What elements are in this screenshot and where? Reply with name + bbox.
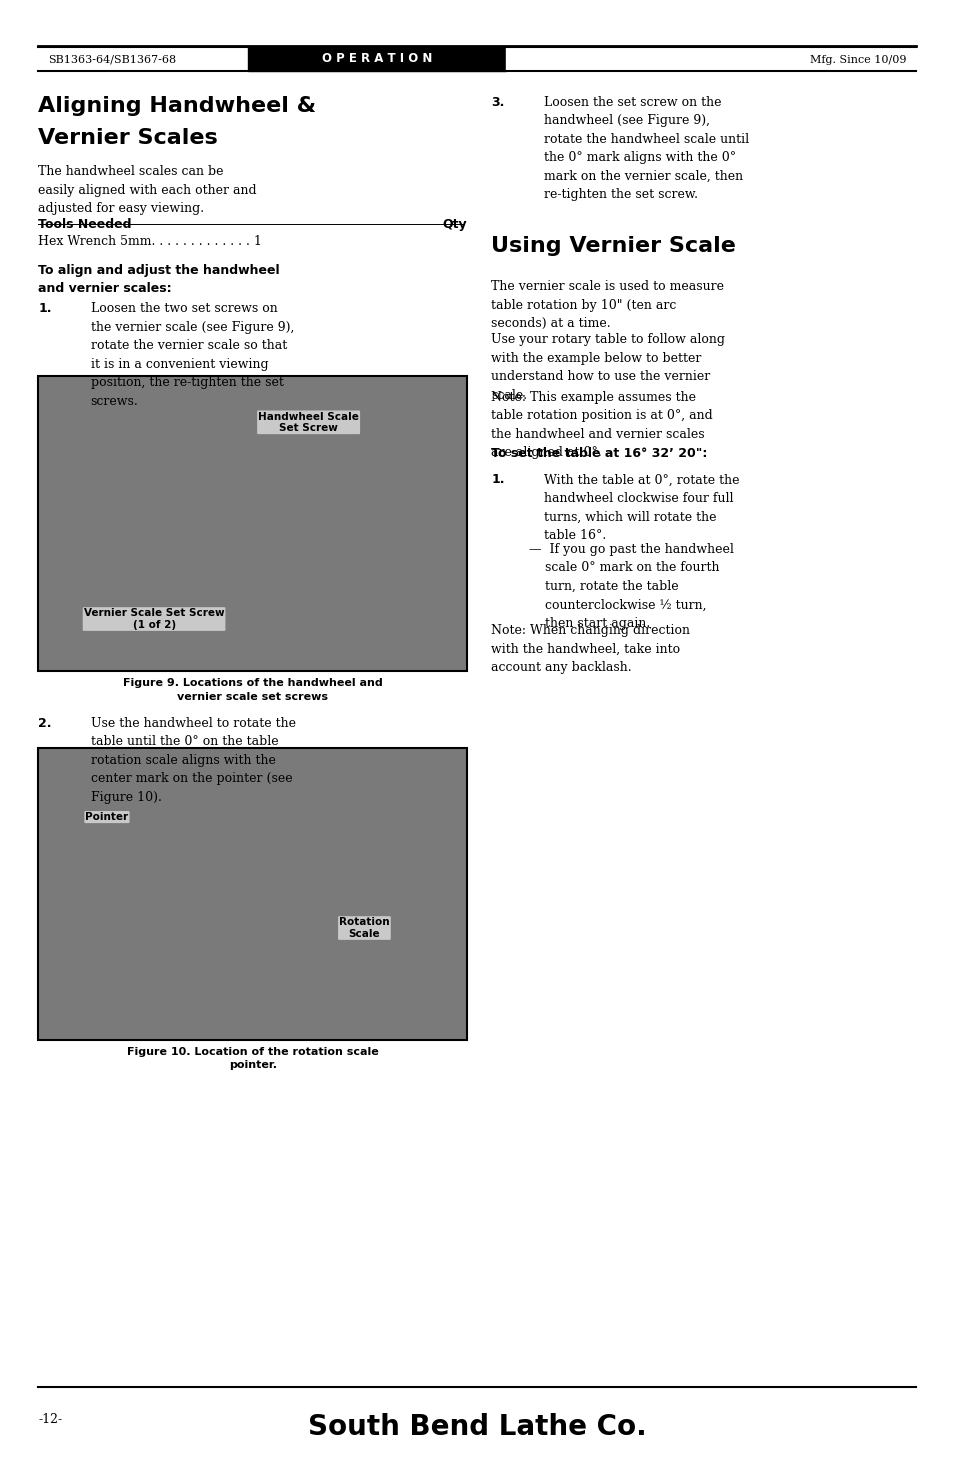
Text: With the table at 0°, rotate the
handwheel clockwise four full
turns, which will: With the table at 0°, rotate the handwhe… (543, 473, 739, 541)
Text: 1.: 1. (491, 473, 504, 487)
Text: Figure 10. Location of the rotation scale
pointer.: Figure 10. Location of the rotation scal… (127, 1047, 378, 1071)
Text: Vernier Scales: Vernier Scales (38, 128, 217, 149)
Text: To align and adjust the handwheel
and vernier scales:: To align and adjust the handwheel and ve… (38, 264, 279, 295)
Text: —  If you go past the handwheel
    scale 0° mark on the fourth
    turn, rotate: — If you go past the handwheel scale 0° … (529, 543, 734, 630)
Text: 2.: 2. (38, 717, 51, 730)
Text: 3.: 3. (491, 96, 504, 109)
Text: Qty: Qty (442, 218, 467, 232)
Bar (38, 376, 467, 671)
Text: Handwheel Scale
Set Screw: Handwheel Scale Set Screw (258, 412, 358, 434)
Text: Hex Wrench 5mm. . . . . . . . . . . . . 1: Hex Wrench 5mm. . . . . . . . . . . . . … (38, 235, 262, 248)
Text: 1.: 1. (38, 302, 51, 316)
Text: Vernier Scale Set Screw
(1 of 2): Vernier Scale Set Screw (1 of 2) (84, 608, 224, 630)
Text: Note: When changing direction
with the handwheel, take into
account any backlash: Note: When changing direction with the h… (491, 624, 690, 674)
Text: Figure 9. Locations of the handwheel and
vernier scale set screws: Figure 9. Locations of the handwheel and… (123, 678, 382, 702)
Text: Use your rotary table to follow along
with the example below to better
understan: Use your rotary table to follow along wi… (491, 333, 724, 401)
Text: Pointer: Pointer (86, 813, 129, 822)
Text: Loosen the set screw on the
handwheel (see Figure 9),
rotate the handwheel scale: Loosen the set screw on the handwheel (s… (543, 96, 748, 202)
Text: O P E R A T I O N: O P E R A T I O N (321, 52, 432, 65)
Bar (38, 748, 467, 1040)
Text: To set the table at 16° 32’ 20":: To set the table at 16° 32’ 20": (491, 447, 707, 460)
Text: Loosen the two set screws on
the vernier scale (see Figure 9),
rotate the vernie: Loosen the two set screws on the vernier… (91, 302, 294, 409)
Text: Mfg. Since 10/09: Mfg. Since 10/09 (809, 55, 905, 65)
Text: Use the handwheel to rotate the
table until the 0° on the table
rotation scale a: Use the handwheel to rotate the table un… (91, 717, 295, 804)
Text: The vernier scale is used to measure
table rotation by 10" (ten arc
seconds) at : The vernier scale is used to measure tab… (491, 280, 723, 330)
Text: The handwheel scales can be
easily aligned with each other and
adjusted for easy: The handwheel scales can be easily align… (38, 165, 256, 215)
Bar (248, 47, 505, 71)
Text: Aligning Handwheel &: Aligning Handwheel & (38, 96, 316, 117)
Text: -12-: -12- (38, 1413, 62, 1426)
Text: South Bend Lathe Co.: South Bend Lathe Co. (307, 1413, 646, 1441)
Text: SB1363-64/SB1367-68: SB1363-64/SB1367-68 (48, 55, 175, 65)
Bar (38, 47, 248, 71)
Text: Rotation
Scale: Rotation Scale (338, 917, 390, 938)
Text: Note: This example assumes the
table rotation position is at 0°, and
the handwhe: Note: This example assumes the table rot… (491, 391, 712, 459)
Text: Tools Needed: Tools Needed (38, 218, 132, 232)
Text: Using Vernier Scale: Using Vernier Scale (491, 236, 736, 257)
Bar (505, 47, 915, 71)
